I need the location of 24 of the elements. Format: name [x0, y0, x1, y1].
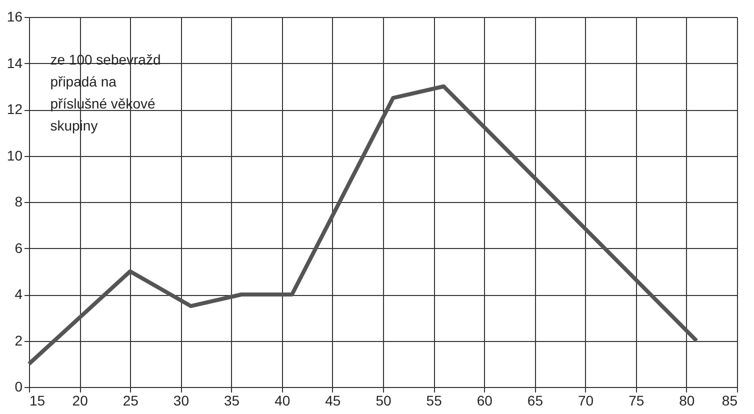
x-tick-label: 65 — [527, 392, 544, 408]
y-tick-label: 0 — [14, 378, 23, 394]
y-tick-label: 8 — [14, 194, 23, 210]
y-tick-label: 2 — [14, 332, 23, 348]
x-tick-label: 80 — [679, 392, 695, 408]
x-tick-label: 75 — [628, 392, 644, 408]
x-tick-label: 85 — [722, 392, 738, 408]
y-tick-label: 16 — [6, 8, 23, 24]
x-tick-label: 70 — [578, 392, 594, 408]
y-tick-label: 4 — [14, 286, 23, 302]
x-tick-label: 25 — [122, 392, 139, 408]
y-tick-label: 12 — [6, 101, 23, 117]
x-tick-label: 30 — [173, 392, 190, 408]
x-tick-label: 15 — [30, 392, 46, 408]
x-tick-label: 40 — [274, 392, 290, 408]
y-tick-label: 6 — [14, 240, 23, 256]
x-tick-label: 20 — [72, 392, 88, 408]
y-tick-label: 10 — [6, 147, 23, 164]
x-tick-label: 60 — [476, 392, 493, 408]
x-tick-label: 50 — [376, 392, 392, 408]
x-tick-label: 45 — [325, 392, 341, 408]
y-tick-label: 14 — [6, 54, 23, 71]
x-tick-label: 55 — [426, 392, 442, 408]
x-tick-label: 35 — [224, 392, 240, 408]
